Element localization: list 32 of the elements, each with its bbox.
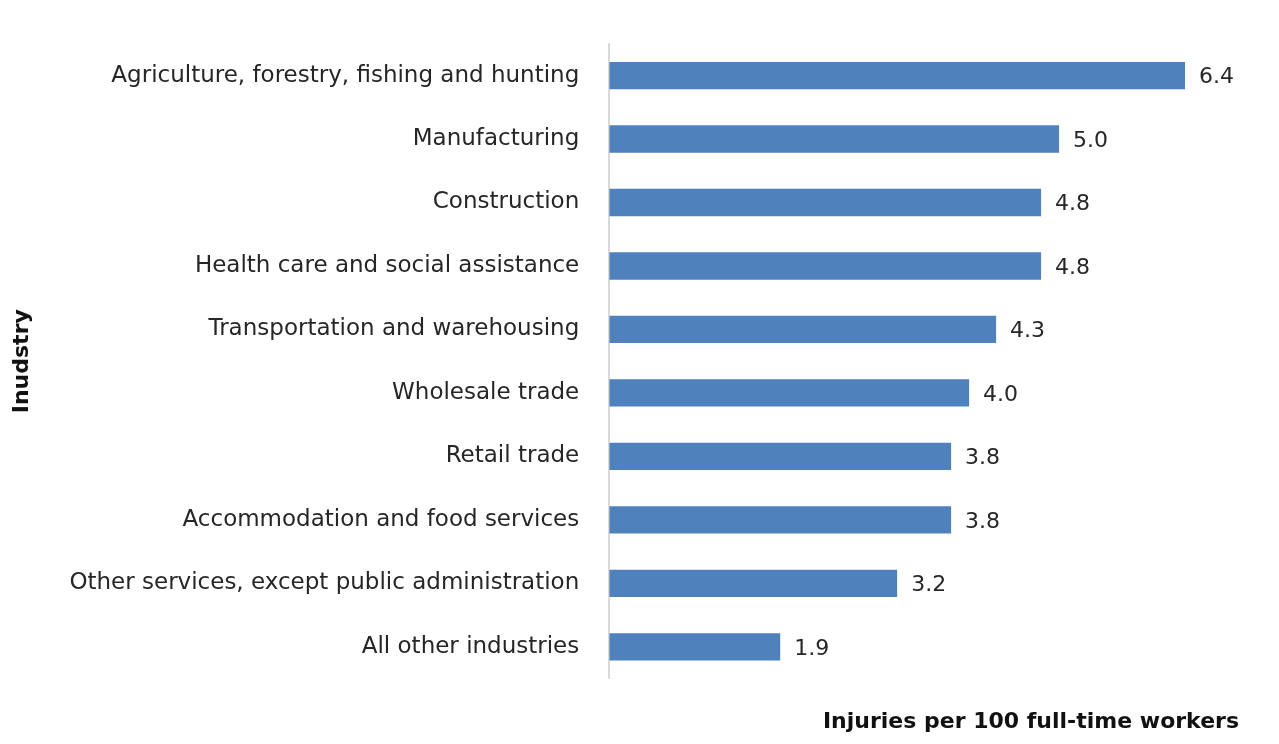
y-tick-label: All other industries <box>361 631 580 658</box>
y-tick-label: Health care and social assistance <box>194 250 580 277</box>
data-label: 4.8 <box>1055 190 1091 216</box>
bar <box>609 633 781 661</box>
bar <box>609 188 1042 217</box>
data-label: 1.9 <box>794 634 830 660</box>
data-label: 4.3 <box>1010 317 1046 343</box>
y-tick-label: Wholesale trade <box>392 377 580 404</box>
bar <box>609 506 952 534</box>
y-tick-label: Manufacturing <box>412 123 580 150</box>
bar <box>609 315 997 344</box>
y-tick-label: Retail trade <box>445 441 580 468</box>
bar <box>609 569 898 598</box>
bar <box>609 61 1186 90</box>
y-tick-label: Construction <box>432 187 580 214</box>
y-tick-label: Agriculture, forestry, fishing and hunting <box>111 60 580 87</box>
data-label: 3.8 <box>965 507 1001 533</box>
data-label: 3.2 <box>911 571 947 597</box>
data-label: 3.8 <box>965 444 1001 470</box>
data-label: 4.0 <box>983 380 1019 406</box>
y-tick-label: Transportation and warehousing <box>207 314 580 341</box>
y-tick-label: Accommodation and food services <box>182 504 580 531</box>
bar <box>609 125 1060 153</box>
x-axis-title: Injuries per 100 full-time workers <box>822 707 1239 733</box>
y-axis-title: Inudstry <box>7 309 33 414</box>
bar <box>609 379 970 407</box>
y-tick-label: Other services, except public administration <box>69 568 580 595</box>
bar <box>609 442 952 471</box>
data-label: 5.0 <box>1073 126 1109 152</box>
data-label: 4.8 <box>1055 253 1091 279</box>
bar <box>609 252 1042 280</box>
data-label: 6.4 <box>1199 63 1235 89</box>
